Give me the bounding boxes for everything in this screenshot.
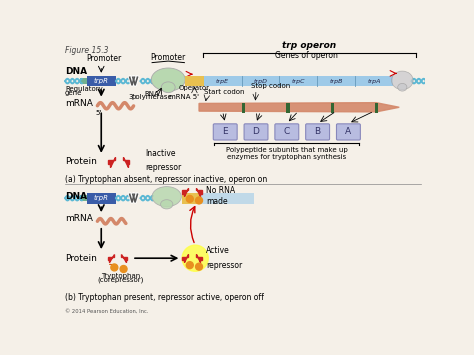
Text: (b) Tryptophan present, repressor active, operon off: (b) Tryptophan present, repressor active… xyxy=(65,293,264,302)
Text: Promoter: Promoter xyxy=(87,54,122,64)
Circle shape xyxy=(186,262,193,269)
FancyBboxPatch shape xyxy=(87,76,116,87)
FancyBboxPatch shape xyxy=(182,193,201,203)
Text: Genes of operon: Genes of operon xyxy=(275,50,338,60)
Text: Protein: Protein xyxy=(65,158,97,166)
Ellipse shape xyxy=(161,82,175,93)
FancyBboxPatch shape xyxy=(337,124,360,140)
Text: E: E xyxy=(222,127,228,136)
Polygon shape xyxy=(123,157,129,166)
Polygon shape xyxy=(182,188,188,196)
Polygon shape xyxy=(108,254,114,262)
Text: repressor: repressor xyxy=(206,261,242,269)
Circle shape xyxy=(111,264,118,271)
Ellipse shape xyxy=(398,83,407,91)
Polygon shape xyxy=(182,254,188,262)
Polygon shape xyxy=(108,157,115,166)
Text: Operator: Operator xyxy=(179,85,210,91)
Text: gene: gene xyxy=(65,90,82,96)
FancyBboxPatch shape xyxy=(244,124,268,140)
FancyBboxPatch shape xyxy=(213,124,237,140)
Text: trpC: trpC xyxy=(292,78,305,83)
Text: trpB: trpB xyxy=(329,78,343,83)
Text: (a) Tryptophan absent, repressor inactive, operon on: (a) Tryptophan absent, repressor inactiv… xyxy=(65,175,267,184)
FancyBboxPatch shape xyxy=(81,195,87,201)
Text: mRNA 5': mRNA 5' xyxy=(169,94,199,100)
Text: DNA: DNA xyxy=(65,67,87,76)
Ellipse shape xyxy=(392,71,413,89)
Text: Figure 15.3: Figure 15.3 xyxy=(65,46,109,55)
Text: Inactive: Inactive xyxy=(145,149,176,158)
Polygon shape xyxy=(196,254,202,262)
Text: Tryptophan: Tryptophan xyxy=(101,273,140,279)
Text: D: D xyxy=(253,127,259,136)
Polygon shape xyxy=(196,188,202,196)
FancyBboxPatch shape xyxy=(331,103,334,113)
Text: trp operon: trp operon xyxy=(283,41,337,50)
FancyBboxPatch shape xyxy=(275,124,299,140)
Circle shape xyxy=(196,263,202,270)
Text: Polypeptide subunits that make up
enzymes for tryptophan synthesis: Polypeptide subunits that make up enzyme… xyxy=(226,147,348,160)
Text: C: C xyxy=(284,127,290,136)
Ellipse shape xyxy=(161,200,173,209)
Text: mRNA: mRNA xyxy=(65,214,93,223)
Text: trpD: trpD xyxy=(254,78,267,83)
Text: 3': 3' xyxy=(128,94,135,100)
Text: Stop codon: Stop codon xyxy=(251,83,291,89)
Text: Active: Active xyxy=(206,246,230,255)
Text: Regulatory: Regulatory xyxy=(65,86,103,92)
Text: Start codon: Start codon xyxy=(204,89,244,95)
Text: trpA: trpA xyxy=(367,78,381,83)
Circle shape xyxy=(120,266,127,272)
Text: trpE: trpE xyxy=(216,78,229,83)
FancyBboxPatch shape xyxy=(204,76,393,87)
Text: polymerase: polymerase xyxy=(131,94,172,100)
Text: Promoter: Promoter xyxy=(151,53,186,62)
Text: (corepressor): (corepressor) xyxy=(97,277,144,283)
FancyBboxPatch shape xyxy=(185,76,204,87)
Text: 5': 5' xyxy=(96,110,102,116)
FancyBboxPatch shape xyxy=(81,78,87,84)
Circle shape xyxy=(182,245,208,271)
Text: RNA: RNA xyxy=(144,91,159,97)
Text: trpR: trpR xyxy=(94,78,109,84)
Circle shape xyxy=(196,197,202,204)
FancyBboxPatch shape xyxy=(201,193,255,203)
Text: Protein: Protein xyxy=(65,254,97,263)
Text: trpR: trpR xyxy=(94,195,109,201)
Text: © 2014 Pearson Education, Inc.: © 2014 Pearson Education, Inc. xyxy=(65,308,148,313)
Polygon shape xyxy=(199,103,399,112)
FancyBboxPatch shape xyxy=(375,103,378,113)
Text: A: A xyxy=(346,127,352,136)
Text: mRNA: mRNA xyxy=(65,99,93,108)
FancyBboxPatch shape xyxy=(306,124,329,140)
Text: DNA: DNA xyxy=(65,192,87,201)
Text: repressor: repressor xyxy=(145,164,182,173)
Circle shape xyxy=(186,196,193,202)
Text: No RNA
made: No RNA made xyxy=(206,186,235,206)
Text: B: B xyxy=(315,127,321,136)
Ellipse shape xyxy=(152,187,182,207)
FancyBboxPatch shape xyxy=(286,103,290,113)
FancyBboxPatch shape xyxy=(242,103,245,113)
FancyBboxPatch shape xyxy=(87,193,116,203)
Polygon shape xyxy=(121,254,128,262)
Ellipse shape xyxy=(151,68,185,91)
